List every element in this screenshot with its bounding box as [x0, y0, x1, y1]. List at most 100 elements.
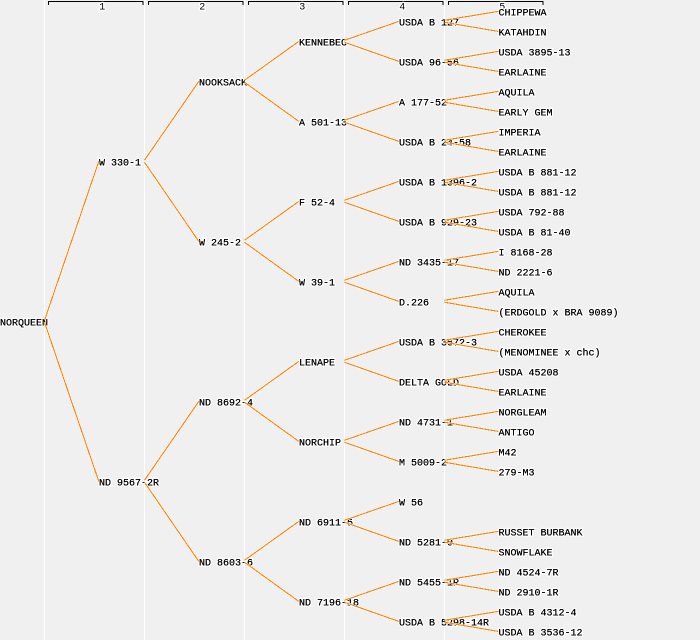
- svg-text:M42: M42: [499, 449, 517, 460]
- svg-text:ND 7196-18: ND 7196-18: [299, 599, 359, 610]
- svg-text:CHIPPEWA: CHIPPEWA: [499, 9, 547, 20]
- svg-text:USDA 792-88: USDA 792-88: [499, 209, 565, 220]
- svg-text:ND 9567-2R: ND 9567-2R: [99, 479, 159, 490]
- svg-text:RUSSET BURBANK: RUSSET BURBANK: [499, 529, 583, 540]
- svg-text:ND 5281-0: ND 5281-0: [399, 539, 453, 550]
- svg-text:M 5009-2: M 5009-2: [399, 459, 447, 470]
- svg-text:LENAPE: LENAPE: [299, 359, 335, 370]
- svg-text:NORGLEAM: NORGLEAM: [499, 409, 547, 420]
- svg-text:ND 8692-4: ND 8692-4: [199, 399, 253, 410]
- svg-text:NOOKSACK: NOOKSACK: [199, 79, 247, 90]
- svg-text:W 39-1: W 39-1: [299, 279, 335, 290]
- svg-text:EARLAINE: EARLAINE: [499, 149, 547, 160]
- svg-text:ND 4731-1: ND 4731-1: [399, 419, 453, 430]
- svg-text:W 245-2: W 245-2: [199, 239, 241, 250]
- svg-text:USDA B 881-12: USDA B 881-12: [499, 169, 577, 180]
- svg-text:USDA B 5298-14R: USDA B 5298-14R: [399, 619, 489, 630]
- svg-text:279-M3: 279-M3: [499, 469, 535, 480]
- svg-text:W 39-1: W 39-1: [299, 279, 335, 290]
- svg-text:EARLAINE: EARLAINE: [499, 69, 547, 80]
- svg-text:USDA B 1396-2: USDA B 1396-2: [399, 179, 477, 190]
- svg-text:AQUILA: AQUILA: [499, 89, 535, 100]
- svg-text:ND 8603-6: ND 8603-6: [199, 559, 253, 570]
- svg-text:A 177-52: A 177-52: [399, 99, 447, 110]
- svg-text:F 52-4: F 52-4: [299, 199, 335, 210]
- svg-text:KENNEBEC: KENNEBEC: [299, 39, 347, 50]
- svg-text:I 8168-28: I 8168-28: [499, 249, 553, 260]
- svg-text:USDA B 24-58: USDA B 24-58: [399, 139, 471, 150]
- svg-text:ND 5281-0: ND 5281-0: [399, 539, 453, 550]
- svg-text:ND 3435-17: ND 3435-17: [399, 259, 459, 270]
- svg-text:W 56: W 56: [399, 499, 423, 510]
- svg-text:EARLAINE: EARLAINE: [499, 149, 547, 160]
- svg-text:USDA B 881-12: USDA B 881-12: [499, 169, 577, 180]
- svg-text:W 56: W 56: [399, 499, 423, 510]
- svg-text:USDA B 881-12: USDA B 881-12: [499, 189, 577, 200]
- svg-text:ND 8692-4: ND 8692-4: [199, 399, 253, 410]
- svg-text:NORGLEAM: NORGLEAM: [499, 409, 547, 420]
- svg-text:IMPERIA: IMPERIA: [499, 129, 541, 140]
- svg-text:D.226: D.226: [399, 299, 429, 310]
- svg-text:USDA 3895-13: USDA 3895-13: [499, 49, 571, 60]
- svg-text:NOOKSACK: NOOKSACK: [199, 79, 247, 90]
- svg-text:USDA B 81-40: USDA B 81-40: [499, 229, 571, 240]
- svg-text:CHEROKEE: CHEROKEE: [499, 329, 547, 340]
- svg-text:ND 6911-5: ND 6911-5: [299, 519, 353, 530]
- svg-text:USDA B 4312-4: USDA B 4312-4: [499, 609, 577, 620]
- svg-text:USDA B 929-23: USDA B 929-23: [399, 219, 477, 230]
- svg-text:EARLAINE: EARLAINE: [499, 69, 547, 80]
- svg-text:EARLAINE: EARLAINE: [499, 389, 547, 400]
- svg-text:A 501-13: A 501-13: [299, 119, 347, 130]
- svg-text:USDA B 81-40: USDA B 81-40: [499, 229, 571, 240]
- svg-text:A 501-13: A 501-13: [299, 119, 347, 130]
- svg-text:5: 5: [499, 3, 505, 14]
- svg-text:NORQUEEN: NORQUEEN: [0, 319, 48, 330]
- svg-text:ND 2910-1R: ND 2910-1R: [499, 589, 559, 600]
- svg-text:1: 1: [99, 3, 105, 14]
- svg-text:USDA B 881-12: USDA B 881-12: [499, 189, 577, 200]
- svg-text:USDA B 3536-12: USDA B 3536-12: [499, 629, 583, 640]
- svg-text:EARLY GEM: EARLY GEM: [499, 109, 553, 120]
- svg-text:ND 4524-7R: ND 4524-7R: [499, 569, 559, 580]
- svg-text:ND 2221-6: ND 2221-6: [499, 269, 553, 280]
- svg-text:USDA B 24-58: USDA B 24-58: [399, 139, 471, 150]
- svg-text:W 245-2: W 245-2: [199, 239, 241, 250]
- svg-text:ND 4731-1: ND 4731-1: [399, 419, 453, 430]
- svg-text:CHIPPEWA: CHIPPEWA: [499, 9, 547, 20]
- svg-text:ANTIGO: ANTIGO: [499, 429, 535, 440]
- svg-text:AQUILA: AQUILA: [499, 289, 535, 300]
- svg-text:2: 2: [199, 3, 205, 14]
- svg-text:(ERDGOLD x BRA 9089): (ERDGOLD x BRA 9089): [499, 308, 619, 320]
- svg-text:3: 3: [299, 3, 305, 14]
- svg-text:AQUILA: AQUILA: [499, 289, 535, 300]
- svg-text:EARLAINE: EARLAINE: [499, 389, 547, 400]
- svg-text:ND 6911-5: ND 6911-5: [299, 519, 353, 530]
- svg-text:NORCHIP: NORCHIP: [299, 439, 341, 450]
- svg-text:USDA B 1396-2: USDA B 1396-2: [399, 179, 477, 190]
- svg-text:NORQUEEN: NORQUEEN: [0, 319, 48, 330]
- svg-text:IMPERIA: IMPERIA: [499, 129, 541, 140]
- svg-text:USDA B 929-23: USDA B 929-23: [399, 219, 477, 230]
- svg-text:KATAHDIN: KATAHDIN: [499, 29, 547, 40]
- svg-text:USDA B 127: USDA B 127: [399, 19, 459, 30]
- svg-text:USDA B 3536-12: USDA B 3536-12: [499, 629, 583, 640]
- svg-text:USDA B 3672-3: USDA B 3672-3: [399, 339, 477, 350]
- svg-text:USDA 3895-13: USDA 3895-13: [499, 49, 571, 60]
- svg-text:EARLY GEM: EARLY GEM: [499, 109, 553, 120]
- svg-text:F 52-4: F 52-4: [299, 199, 335, 210]
- svg-text:USDA 45208: USDA 45208: [499, 369, 559, 380]
- svg-text:A 177-52: A 177-52: [399, 99, 447, 110]
- svg-text:(ERDGOLD x BRA 9089): (ERDGOLD x BRA 9089): [499, 308, 619, 320]
- svg-text:279-M3: 279-M3: [499, 469, 535, 480]
- svg-text:USDA B 4312-4: USDA B 4312-4: [499, 609, 577, 620]
- svg-text:ANTIGO: ANTIGO: [499, 429, 535, 440]
- svg-text:ND 9567-2R: ND 9567-2R: [99, 479, 159, 490]
- svg-text:USDA 792-88: USDA 792-88: [499, 209, 565, 220]
- svg-text:USDA 96-56: USDA 96-56: [399, 59, 459, 70]
- svg-text:USDA B 3672-3: USDA B 3672-3: [399, 339, 477, 350]
- svg-text:W 330-1: W 330-1: [99, 159, 141, 170]
- svg-text:SNOWFLAKE: SNOWFLAKE: [499, 549, 553, 560]
- svg-text:RUSSET BURBANK: RUSSET BURBANK: [499, 529, 583, 540]
- svg-text:ND 2221-6: ND 2221-6: [499, 269, 553, 280]
- svg-text:LENAPE: LENAPE: [299, 359, 335, 370]
